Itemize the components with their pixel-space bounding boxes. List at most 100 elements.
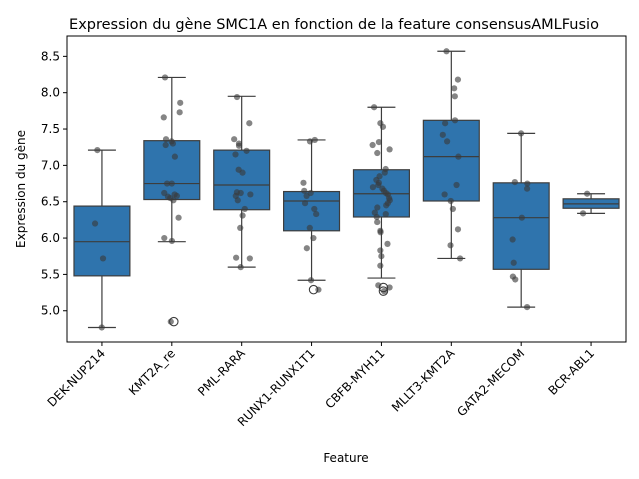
data-point xyxy=(233,254,240,261)
data-point xyxy=(442,120,449,127)
y-tick-label: 5.0 xyxy=(41,304,60,318)
chart-title: Expression du gène SMC1A en fonction de … xyxy=(69,17,599,33)
data-point xyxy=(370,104,378,111)
data-point xyxy=(247,191,254,198)
x-tick-label: KMT2A_re xyxy=(126,346,178,398)
data-point xyxy=(168,180,175,187)
data-point xyxy=(510,259,517,266)
data-point xyxy=(377,247,384,254)
data-point xyxy=(376,173,383,180)
data-point xyxy=(301,187,308,194)
box-group-6 xyxy=(422,50,480,260)
y-tick-label: 6.0 xyxy=(41,231,60,245)
data-point xyxy=(311,136,318,144)
data-point xyxy=(233,189,241,196)
data-point xyxy=(239,212,246,219)
data-point xyxy=(371,209,378,216)
y-tick-label: 6.5 xyxy=(41,195,60,209)
x-tick-label: GATA2-MECOM xyxy=(454,346,527,419)
data-point xyxy=(447,197,454,205)
x-tick-label: CBFB-MYH11 xyxy=(322,346,387,411)
data-point xyxy=(163,180,171,187)
y-tick-label: 5.5 xyxy=(41,267,60,281)
y-tick-label: 7.5 xyxy=(41,122,60,136)
data-point xyxy=(443,48,450,55)
box-iqr xyxy=(422,119,480,202)
data-point xyxy=(307,277,315,284)
box-iqr xyxy=(143,140,201,201)
data-point xyxy=(231,136,238,143)
data-point xyxy=(382,165,389,173)
data-point xyxy=(237,264,244,271)
data-point xyxy=(175,214,182,221)
data-point xyxy=(524,180,531,187)
box-group-8 xyxy=(562,193,620,214)
data-point xyxy=(168,138,175,145)
data-point xyxy=(441,191,448,198)
data-point xyxy=(246,255,253,262)
data-point xyxy=(449,205,456,213)
x-tick-label: MLLT3-KMT2A xyxy=(389,346,458,415)
data-point xyxy=(509,273,517,280)
data-point xyxy=(246,120,253,127)
data-point xyxy=(98,324,105,331)
data-point xyxy=(315,286,322,293)
data-point xyxy=(369,141,376,149)
data-point xyxy=(455,153,462,160)
axes-frame xyxy=(66,35,627,343)
data-point xyxy=(232,151,239,158)
data-point xyxy=(235,140,243,147)
outlier-marker xyxy=(378,286,389,296)
data-point xyxy=(235,166,242,173)
data-point xyxy=(91,220,99,227)
data-point xyxy=(162,141,169,149)
x-tick-label: RUNX1-RUNX1T1 xyxy=(235,346,318,429)
data-point xyxy=(386,284,393,291)
box-group-7 xyxy=(492,132,550,308)
data-point xyxy=(171,191,178,198)
data-point xyxy=(517,130,525,137)
data-point xyxy=(233,93,241,101)
data-point xyxy=(161,189,168,197)
data-point xyxy=(303,245,310,252)
box-group-3 xyxy=(213,95,271,268)
data-point xyxy=(524,304,531,311)
data-point xyxy=(509,236,516,243)
x-tick-label: PML-RARA xyxy=(195,346,248,399)
data-point xyxy=(160,114,167,121)
box-iqr xyxy=(492,182,550,270)
data-point xyxy=(99,255,107,262)
data-point xyxy=(369,184,377,191)
data-point xyxy=(584,190,591,197)
data-point xyxy=(94,147,101,154)
data-point xyxy=(241,205,248,213)
data-point xyxy=(301,200,309,207)
y-tick-label: 8.0 xyxy=(41,86,60,100)
data-point xyxy=(511,178,518,186)
data-point xyxy=(374,149,381,157)
data-point xyxy=(443,138,451,145)
data-point xyxy=(447,242,454,249)
data-point xyxy=(451,85,458,92)
data-point xyxy=(579,210,587,217)
data-point xyxy=(306,138,314,145)
box-group-4 xyxy=(283,139,341,295)
data-point xyxy=(307,189,314,197)
box-iqr xyxy=(213,149,271,211)
data-point xyxy=(386,146,393,153)
data-point xyxy=(377,120,384,127)
data-point xyxy=(377,262,384,269)
data-point xyxy=(374,218,381,226)
x-tick-label: DEK-NUP214 xyxy=(45,346,108,409)
data-point xyxy=(162,136,170,143)
plot-area xyxy=(73,48,620,331)
data-point xyxy=(384,240,391,247)
data-point xyxy=(374,204,381,211)
data-point xyxy=(451,93,458,100)
data-point xyxy=(168,237,176,245)
data-point xyxy=(313,210,320,218)
box-iqr xyxy=(73,205,131,277)
data-point xyxy=(161,74,169,81)
data-point xyxy=(378,253,385,260)
